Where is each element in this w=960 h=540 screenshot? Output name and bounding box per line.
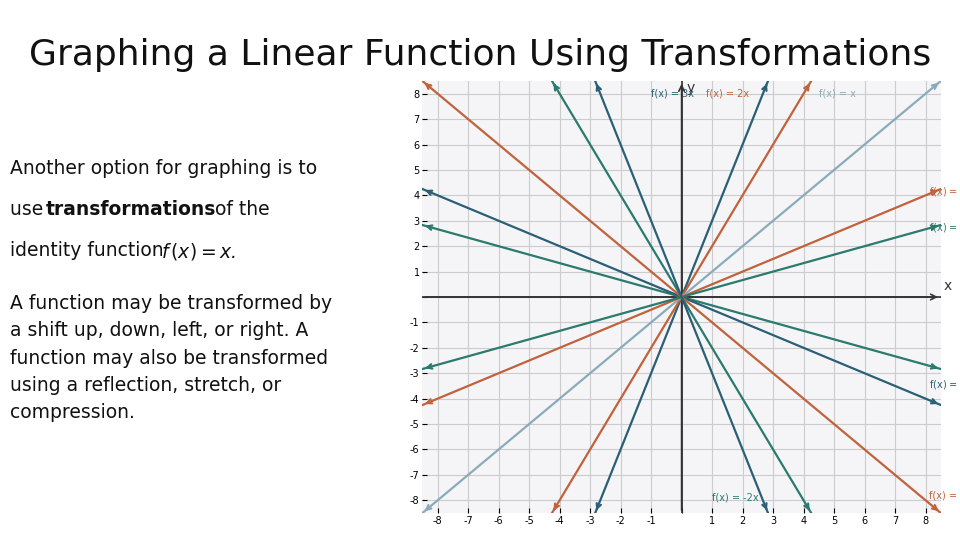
Text: of the: of the: [209, 200, 270, 219]
Text: f(x) = -2x: f(x) = -2x: [712, 493, 758, 503]
Text: f(x) = $\frac{1}{2}$x: f(x) = $\frac{1}{2}$x: [928, 184, 960, 202]
Text: f(x) = 3x: f(x) = 3x: [651, 89, 694, 99]
Text: f(x) = $-\frac{1}{2}$x: f(x) = $-\frac{1}{2}$x: [928, 377, 960, 395]
Text: f(x) = $\frac{1}{3}$x: f(x) = $\frac{1}{3}$x: [928, 219, 960, 238]
Text: A function may be transformed by
a shift up, down, left, or right. A
function ma: A function may be transformed by a shift…: [10, 294, 332, 422]
Text: identity function: identity function: [10, 241, 169, 260]
Text: x: x: [944, 279, 952, 293]
Text: Another option for graphing is to: Another option for graphing is to: [10, 159, 317, 178]
Text: f(x) = x: f(x) = x: [819, 89, 855, 99]
Text: transformations: transformations: [46, 200, 216, 219]
Text: y: y: [686, 81, 694, 95]
Text: use: use: [10, 200, 49, 219]
Text: f(x) = 2x: f(x) = 2x: [706, 89, 749, 99]
Text: Graphing a Linear Function Using Transformations: Graphing a Linear Function Using Transfo…: [29, 38, 931, 72]
Text: $f\,(x) = x$.: $f\,(x) = x$.: [161, 241, 236, 262]
Text: f(x) = -x: f(x) = -x: [928, 490, 960, 500]
